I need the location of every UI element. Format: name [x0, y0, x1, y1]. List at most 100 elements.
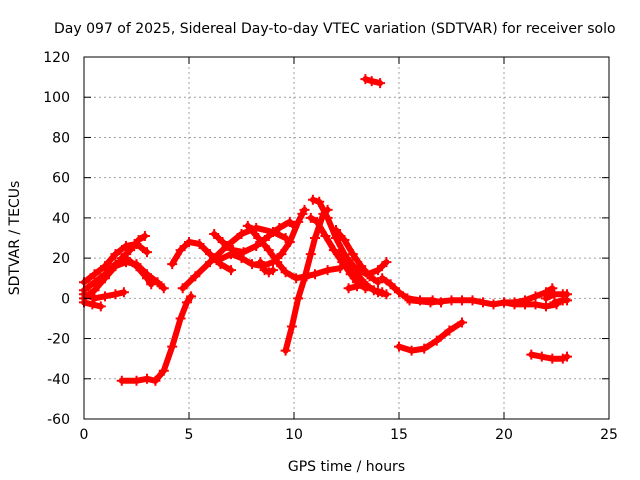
series-line	[244, 222, 344, 282]
data-point-marker	[190, 271, 201, 282]
data-point-marker	[419, 343, 430, 354]
data-point-marker	[280, 267, 291, 278]
series-arc18	[335, 247, 392, 280]
data-point-marker	[116, 253, 127, 264]
data-point-marker	[394, 341, 404, 352]
data-point-marker	[322, 265, 333, 276]
series-arc27	[549, 295, 572, 308]
y-tick-label: 80	[52, 130, 70, 146]
x-tick-label: 15	[390, 427, 408, 443]
data-point-marker	[110, 249, 121, 260]
series-line	[337, 249, 390, 278]
y-tick-label: 120	[43, 50, 70, 66]
data-point-marker	[181, 297, 192, 308]
data-point-marker	[343, 283, 354, 294]
data-point-marker	[95, 301, 106, 312]
data-point-marker	[213, 255, 224, 266]
y-tick-label: -20	[47, 332, 70, 348]
data-point-marker	[272, 257, 283, 268]
data-point-marker	[352, 265, 362, 276]
data-point-marker	[184, 237, 194, 248]
data-point-marker	[110, 289, 121, 300]
series-arc14	[280, 204, 333, 356]
series-arc24	[499, 283, 558, 308]
data-point-marker	[87, 299, 98, 310]
x-tick-label: 20	[495, 427, 513, 443]
data-point-marker	[381, 257, 392, 268]
series-line	[282, 206, 331, 354]
data-point-marker	[100, 273, 110, 284]
data-point-marker	[142, 373, 152, 384]
data-point-marker	[276, 249, 287, 260]
data-point-marker	[339, 235, 350, 246]
data-point-marker	[310, 233, 320, 243]
data-point-marker	[444, 325, 455, 336]
data-point-marker	[175, 245, 186, 256]
data-point-marker	[158, 283, 169, 294]
data-point-marker	[425, 297, 436, 308]
data-point-marker	[226, 249, 236, 260]
data-point-marker	[236, 228, 247, 239]
data-point-marker	[328, 245, 339, 256]
data-point-marker	[263, 245, 274, 256]
data-point-marker	[331, 224, 341, 235]
data-point-marker	[133, 235, 144, 246]
data-point-marker	[217, 237, 228, 248]
x-tick-label: 25	[600, 427, 618, 443]
plot-frame	[83, 56, 610, 420]
y-axis-label: SDTVAR / TECUs	[7, 181, 23, 296]
data-point-marker	[335, 247, 346, 258]
data-point-marker	[299, 204, 310, 215]
data-point-marker	[520, 295, 530, 306]
data-point-marker	[375, 78, 386, 89]
data-point-marker	[478, 297, 488, 308]
data-point-marker	[360, 74, 371, 85]
series-line	[307, 214, 369, 292]
data-point-marker	[347, 249, 358, 260]
data-point-marker	[247, 259, 257, 270]
data-point-marker	[291, 273, 302, 284]
series-line	[118, 233, 148, 262]
data-point-marker	[360, 279, 371, 290]
data-point-marker	[242, 220, 253, 231]
data-point-marker	[100, 291, 110, 302]
data-point-marker	[89, 293, 100, 304]
data-point-marker	[547, 283, 558, 294]
data-point-marker	[362, 269, 373, 280]
data-point-marker	[457, 317, 467, 328]
series-arc15	[305, 212, 371, 294]
data-point-marker	[209, 228, 220, 239]
data-point-marker	[255, 257, 266, 268]
data-point-marker	[307, 194, 318, 205]
data-point-marker	[194, 239, 205, 250]
data-point-marker	[205, 257, 215, 268]
data-point-marker	[158, 365, 169, 376]
data-point-marker	[293, 293, 304, 304]
data-point-marker	[377, 273, 388, 284]
data-point-marker	[305, 249, 316, 260]
data-point-marker	[299, 273, 310, 284]
data-point-marker	[368, 285, 379, 296]
data-point-marker	[404, 295, 415, 306]
data-point-marker	[406, 345, 417, 356]
data-point-marker	[177, 283, 188, 294]
series-arc10	[209, 216, 299, 258]
data-point-marker	[186, 291, 197, 302]
data-point-marker	[446, 295, 457, 306]
chart-title: Day 097 of 2025, Sidereal Day-to-day VTE…	[54, 21, 616, 37]
x-axis-label: GPS time / hours	[288, 459, 405, 475]
series-arc19	[343, 279, 388, 298]
data-point-marker	[385, 279, 396, 290]
data-point-marker	[167, 259, 178, 270]
data-point-marker	[142, 247, 152, 258]
data-point-marker	[457, 295, 467, 306]
data-point-marker	[284, 237, 295, 248]
x-tick-label: 10	[285, 427, 303, 443]
data-point-marker	[320, 230, 331, 241]
data-point-marker	[488, 299, 499, 310]
data-point-marker	[226, 265, 236, 276]
data-point-marker	[536, 351, 547, 362]
data-point-marker	[236, 253, 247, 264]
data-point-marker	[175, 313, 186, 324]
